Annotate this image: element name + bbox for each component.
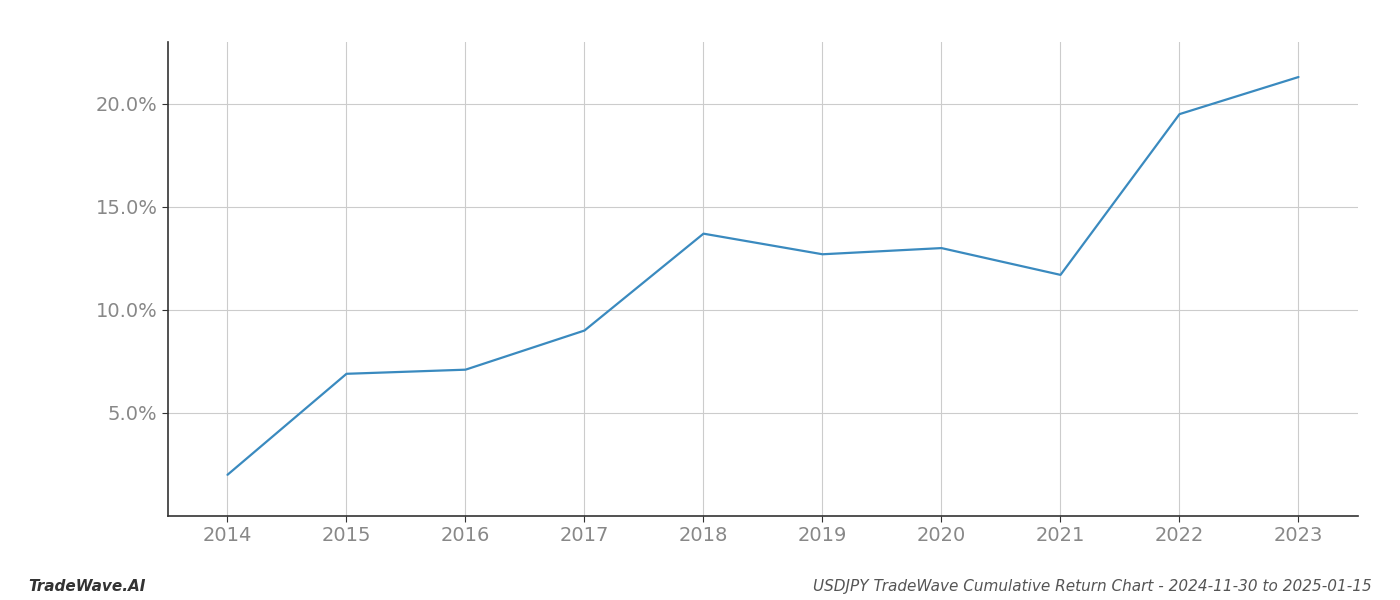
Text: TradeWave.AI: TradeWave.AI — [28, 579, 146, 594]
Text: USDJPY TradeWave Cumulative Return Chart - 2024-11-30 to 2025-01-15: USDJPY TradeWave Cumulative Return Chart… — [813, 579, 1372, 594]
